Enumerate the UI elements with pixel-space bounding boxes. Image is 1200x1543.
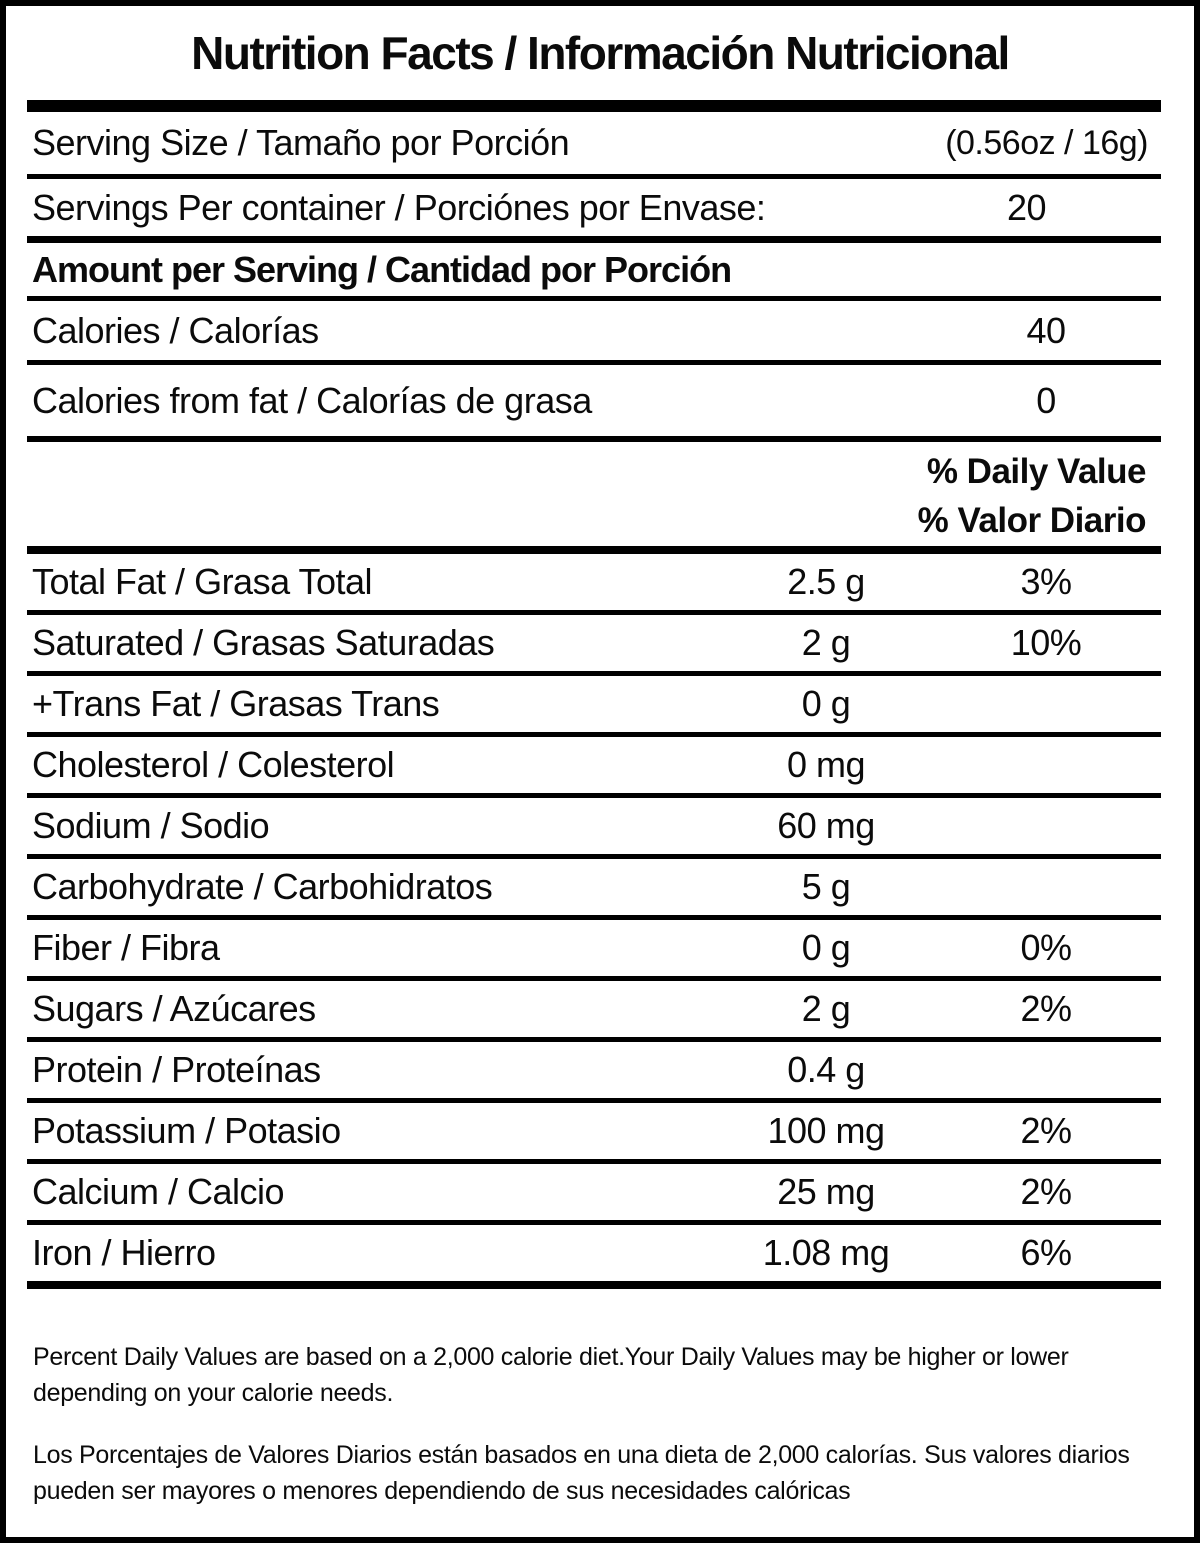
divider-thick xyxy=(27,1281,1161,1289)
divider xyxy=(27,854,1161,859)
nutrient-daily-value: 2% xyxy=(1020,988,1072,1029)
servings-per-container-value: 20 xyxy=(1006,186,1047,228)
nutrient-row-fiber: Fiber / Fibra 0 g 0% xyxy=(6,920,1194,976)
nutrient-amount: 0 g xyxy=(801,927,851,968)
nutrient-amount: 0.4 g xyxy=(787,1049,865,1090)
daily-value-header-line-en: % Daily Value xyxy=(926,452,1147,491)
nutrient-amount: 100 mg xyxy=(767,1110,885,1151)
label-title: Nutrition Facts / Información Nutriciona… xyxy=(191,27,1010,79)
nutrient-amount: 1.08 mg xyxy=(762,1232,890,1273)
serving-size-value: (0.56oz / 16g) xyxy=(945,123,1148,162)
title-block: Nutrition Facts / Información Nutriciona… xyxy=(6,6,1194,100)
title-divider-bar xyxy=(27,100,1161,112)
divider xyxy=(27,1098,1161,1103)
divider xyxy=(27,732,1161,737)
nutrient-amount: 5 g xyxy=(801,866,851,907)
servings-per-container-row: Servings Per container / Porciónes por E… xyxy=(6,179,1194,236)
amount-per-serving-heading: Amount per Serving / Cantidad por Porció… xyxy=(32,248,732,290)
divider-thick xyxy=(27,236,1161,243)
nutrient-daily-value: 2% xyxy=(1020,1110,1072,1151)
nutrient-label: Protein / Proteínas xyxy=(32,1049,321,1090)
nutrient-daily-value: 10% xyxy=(1010,622,1082,663)
nutrient-row-trans-fat: +Trans Fat / Grasas Trans 0 g xyxy=(6,676,1194,732)
nutrient-label: Calcium / Calcio xyxy=(32,1171,285,1212)
nutrient-label: Saturated / Grasas Saturadas xyxy=(32,622,495,663)
nutrient-row-cholesterol: Cholesterol / Colesterol 0 mg xyxy=(6,737,1194,793)
nutrient-row-potassium: Potassium / Potasio 100 mg 2% xyxy=(6,1103,1194,1159)
calories-label: Calories / Calorías xyxy=(32,309,319,351)
daily-value-header-line-es: % Valor Diario xyxy=(917,501,1147,540)
nutrient-row-carbohydrate: Carbohydrate / Carbohidratos 5 g xyxy=(6,859,1194,915)
calories-row: Calories / Calorías 40 xyxy=(6,301,1194,360)
nutrient-row-calcium: Calcium / Calcio 25 mg 2% xyxy=(6,1164,1194,1220)
daily-value-header: % Daily Value % Valor Diario xyxy=(6,442,1194,546)
footnote-spanish: Los Porcentajes de Valores Diarios están… xyxy=(33,1441,1130,1505)
nutrient-row-protein: Protein / Proteínas 0.4 g xyxy=(6,1042,1194,1098)
divider xyxy=(27,793,1161,798)
nutrient-label: Sugars / Azúcares xyxy=(32,988,316,1029)
nutrient-row-saturated-fat: Saturated / Grasas Saturadas 2 g 10% xyxy=(6,615,1194,671)
nutrient-label: Carbohydrate / Carbohidratos xyxy=(32,866,493,907)
nutrient-row-total-fat: Total Fat / Grasa Total 2.5 g 3% xyxy=(6,554,1194,610)
divider xyxy=(27,1037,1161,1042)
divider xyxy=(27,360,1161,365)
divider xyxy=(27,671,1161,676)
calories-from-fat-label: Calories from fat / Calorías de grasa xyxy=(32,379,592,421)
divider-thick xyxy=(27,546,1161,554)
divider xyxy=(27,1159,1161,1164)
nutrient-amount: 2 g xyxy=(801,622,851,663)
nutrient-daily-value: 2% xyxy=(1020,1171,1072,1212)
nutrient-label: +Trans Fat / Grasas Trans xyxy=(32,683,440,724)
nutrient-amount: 25 mg xyxy=(777,1171,875,1212)
footnote-english: Percent Daily Values are based on a 2,00… xyxy=(33,1343,1069,1407)
nutrient-row-sodium: Sodium / Sodio 60 mg xyxy=(6,798,1194,854)
nutrient-amount: 60 mg xyxy=(777,805,875,846)
nutrient-daily-value: 6% xyxy=(1020,1232,1072,1273)
divider xyxy=(27,1220,1161,1225)
divider xyxy=(27,915,1161,920)
divider xyxy=(27,174,1161,179)
calories-from-fat-value: 0 xyxy=(1036,379,1056,421)
divider xyxy=(27,976,1161,981)
nutrient-amount: 2 g xyxy=(801,988,851,1029)
nutrient-daily-value: 3% xyxy=(1020,561,1072,602)
nutrient-amount: 0 mg xyxy=(786,744,866,785)
nutrient-amount: 0 g xyxy=(801,683,851,724)
nutrient-row-iron: Iron / Hierro 1.08 mg 6% xyxy=(6,1225,1194,1281)
calories-from-fat-row: Calories from fat / Calorías de grasa 0 xyxy=(6,365,1194,436)
serving-size-label: Serving Size / Tamaño por Porción xyxy=(32,122,570,163)
divider xyxy=(27,296,1161,301)
nutrient-label: Total Fat / Grasa Total xyxy=(32,561,373,602)
serving-size-row: Serving Size / Tamaño por Porción (0.56o… xyxy=(6,112,1194,174)
divider xyxy=(27,610,1161,615)
nutrient-label: Potassium / Potasio xyxy=(32,1110,341,1151)
servings-per-container-label: Servings Per container / Porciónes por E… xyxy=(32,186,766,228)
nutrient-amount: 2.5 g xyxy=(787,561,865,602)
nutrient-label: Iron / Hierro xyxy=(32,1232,216,1273)
divider xyxy=(27,436,1161,442)
nutrient-label: Fiber / Fibra xyxy=(32,927,220,968)
nutrient-row-sugars: Sugars / Azúcares 2 g 2% xyxy=(6,981,1194,1037)
nutrient-daily-value: 0% xyxy=(1020,927,1072,968)
nutrient-label: Cholesterol / Colesterol xyxy=(32,744,395,785)
nutrient-label: Sodium / Sodio xyxy=(32,805,270,846)
calories-value: 40 xyxy=(1026,309,1066,351)
